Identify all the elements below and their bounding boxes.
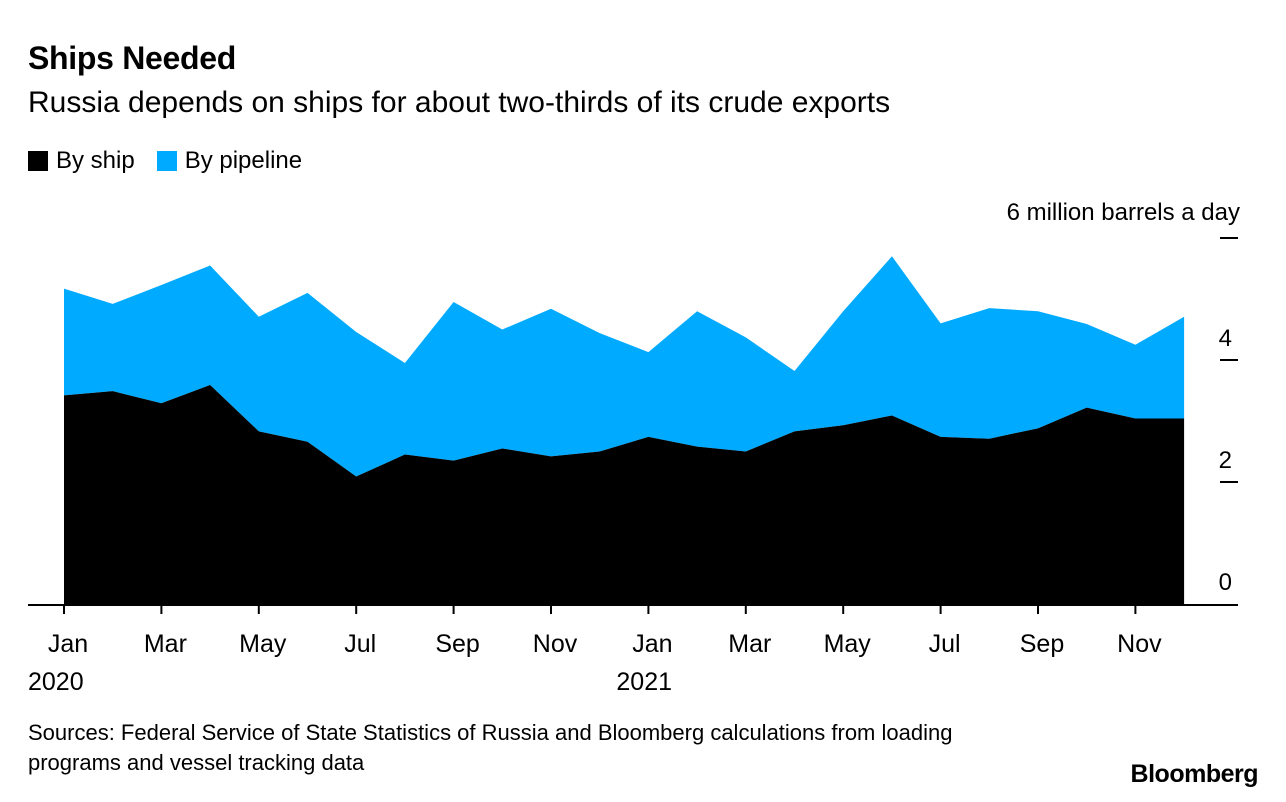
x-year-label-2021: 2021: [616, 668, 672, 696]
bloomberg-logo: Bloomberg: [1130, 760, 1259, 788]
source-note: Sources: Federal Service of State Statis…: [28, 720, 953, 775]
area-series-ship: [64, 385, 1185, 604]
area-series-pipeline: [64, 256, 1185, 477]
y-axis-unit-label: 6 million barrels a day: [1007, 199, 1240, 226]
y-tick-label-4: 4: [1219, 325, 1232, 352]
legend-item-ship: By ship: [28, 147, 135, 175]
chart-areas: [64, 256, 1185, 604]
x-tick-label-16: May: [824, 630, 872, 658]
legend-swatch-pipeline: [156, 151, 177, 171]
legend-item-pipeline: By pipeline: [156, 147, 303, 175]
x-tick-label-22: Nov: [1117, 630, 1162, 658]
legend-label-ship: By ship: [56, 147, 135, 174]
y-axis: 0 2 4 6 million barrels a day: [1007, 199, 1240, 596]
x-tick-label-20: Sep: [1020, 630, 1064, 658]
x-tick-label-14: Mar: [728, 630, 771, 658]
chart-subtitle: Russia depends on ships for about two-th…: [28, 86, 891, 119]
x-tick-label-8: Sep: [435, 630, 479, 658]
x-tick-label-18: Jul: [929, 630, 961, 658]
x-tick-label-6: Jul: [344, 630, 376, 658]
legend-label-pipeline: By pipeline: [184, 147, 303, 174]
legend: By ship By pipeline: [28, 147, 324, 175]
x-tick-label-4: May: [239, 630, 287, 658]
x-tick-label-12: Jan: [632, 630, 672, 658]
x-year-label-2020: 2020: [28, 668, 84, 696]
y-tick-label-2: 2: [1219, 447, 1232, 474]
chart-title: Ships Needed: [28, 40, 237, 76]
x-tick-label-2: Mar: [144, 630, 187, 658]
legend-swatch-ship: [28, 151, 48, 171]
x-tick-label-0: Jan: [48, 630, 88, 658]
y-tick-label-0: 0: [1219, 569, 1232, 596]
x-tick-label-10: Nov: [533, 630, 578, 658]
x-axis: Jan 2020 Mar May Jul Sep Nov Jan 2021 Mar May Jul Se…: [28, 604, 1238, 696]
